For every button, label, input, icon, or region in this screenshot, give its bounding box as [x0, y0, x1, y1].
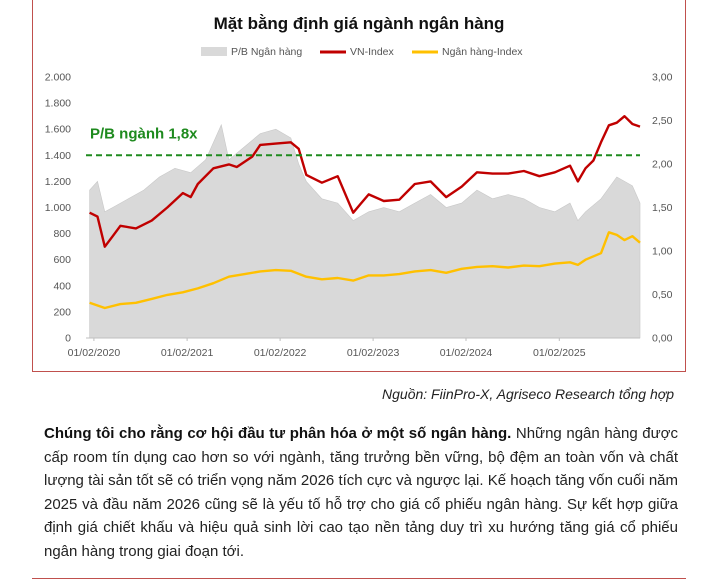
y-right-tick-label: 0,50 [652, 289, 673, 301]
pb-area-layer [89, 123, 641, 339]
y-left-tick-label: 1.200 [45, 176, 71, 188]
chart-title: Mặt bằng định giá ngành ngân hàng [214, 14, 505, 33]
y-left-tick-label: 200 [53, 306, 71, 318]
annotation-layer: P/B ngành 1,8x [86, 125, 640, 157]
series-line-ng-n-h-ng-index [89, 231, 641, 310]
y-left-tick-label: 600 [53, 254, 71, 266]
y-right-tick-label: 2,50 [652, 115, 673, 127]
chart-frame [32, 0, 686, 372]
analysis-paragraph: Chúng tôi cho rằng cơ hội đầu tư phân hó… [44, 422, 678, 564]
y-right-tick-label: 2,00 [652, 159, 673, 171]
legend-swatch-pb [201, 47, 227, 56]
y-left-tick-label: 2.000 [45, 72, 71, 84]
x-tick-label: 01/02/2021 [161, 347, 214, 359]
y-left-tick-label: 1.800 [45, 98, 71, 110]
y-left-tick-label: 400 [53, 280, 71, 292]
y-left-tick-label: 0 [65, 333, 71, 345]
x-tick-label: 01/02/2023 [347, 347, 400, 359]
paragraph-lead: Chúng tôi cho rằng cơ hội đầu tư phân hó… [44, 425, 512, 442]
y-left-tick-label: 1.600 [45, 124, 71, 136]
legend-label-bankindex: Ngân hàng-Index [442, 46, 523, 58]
index-line-layer [89, 115, 641, 310]
y-left-tick-label: 1.000 [45, 202, 71, 214]
y-left-tick-label: 1.400 [45, 150, 71, 162]
valuation-chart: Mặt bằng định giá ngành ngân hàng P/B Ng… [45, 14, 673, 360]
x-tick-label: 01/02/2020 [68, 347, 121, 359]
pb-reference-label: P/B ngành 1,8x [90, 125, 198, 142]
legend: P/B Ngân hàng VN-Index Ngân hàng-Index [201, 46, 523, 58]
series-area-p-b-ng-n-h-ng [89, 123, 641, 339]
x-tick-label: 01/02/2024 [440, 347, 493, 359]
y-right-tick-label: 3,00 [652, 72, 673, 84]
y-left-tick-label: 800 [53, 228, 71, 240]
y-right-tick-label: 1,00 [652, 246, 673, 258]
legend-label-vnindex: VN-Index [350, 46, 395, 58]
source-note: Nguồn: FiinPro-X, Agriseco Research tổng… [382, 386, 674, 402]
y-right-tick-label: 0,00 [652, 333, 673, 345]
legend-label-pb: P/B Ngân hàng [231, 46, 302, 58]
x-tick-label: 01/02/2022 [254, 347, 307, 359]
axes-layer: 0 200 400 600 800 1.000 1.200 1.400 1.600 1.800 2.… [45, 72, 673, 360]
x-tick-label: 01/02/2025 [533, 347, 586, 359]
paragraph-body: Những ngân hàng được cấp room tín dụng c… [44, 425, 679, 560]
page-divider [32, 578, 686, 579]
y-right-tick-label: 1,50 [652, 202, 673, 214]
